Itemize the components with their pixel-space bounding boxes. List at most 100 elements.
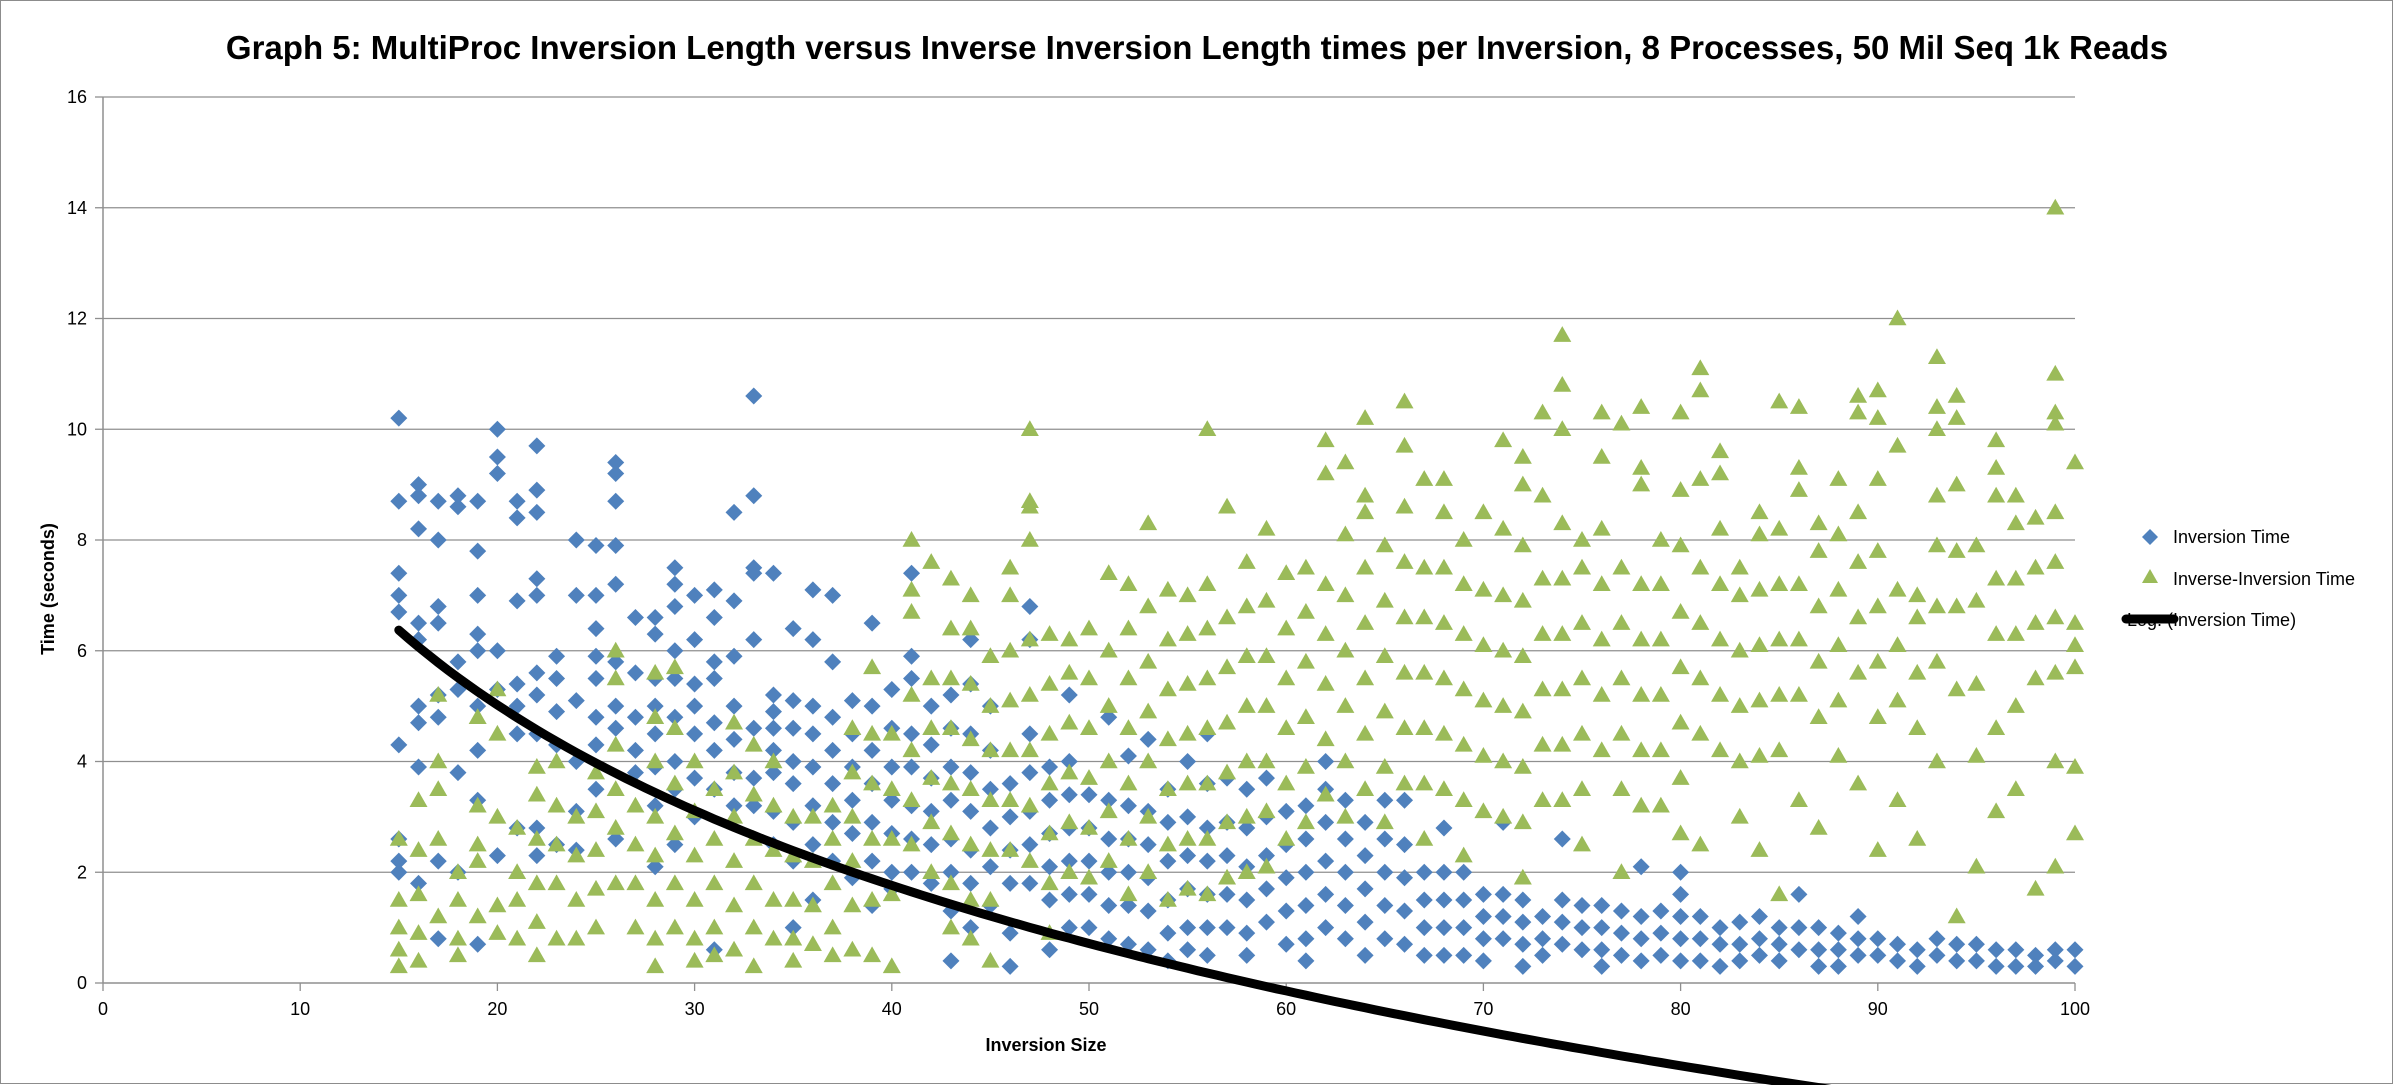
data-point-inverse-inversion-time (1434, 669, 1453, 686)
data-point-inverse-inversion-time (1553, 514, 1572, 531)
data-point-inversion-time (1179, 919, 1197, 937)
data-point-inverse-inversion-time (527, 785, 546, 802)
data-point-inverse-inversion-time (1592, 519, 1611, 536)
data-point-inverse-inversion-time (1237, 553, 1256, 569)
data-point-inverse-inversion-time (1868, 381, 1887, 398)
data-point-inverse-inversion-time (902, 580, 921, 597)
data-point-inversion-time (1672, 952, 1690, 970)
data-point-inversion-time (764, 719, 782, 737)
data-point-inverse-inversion-time (1967, 746, 1986, 763)
data-point-inverse-inversion-time (1020, 497, 1039, 514)
data-point-inversion-time (824, 775, 842, 793)
data-point-inverse-inversion-time (1849, 608, 1868, 625)
data-point-inverse-inversion-time (1020, 630, 1039, 647)
data-point-inversion-time (1317, 813, 1335, 831)
data-point-inverse-inversion-time (1750, 636, 1769, 652)
data-point-inverse-inversion-time (1001, 841, 1020, 857)
x-axis-title: Inversion Size (985, 1035, 1106, 1055)
data-point-inversion-time (607, 453, 625, 471)
data-point-inverse-inversion-time (1553, 625, 1572, 641)
data-point-inverse-inversion-time (744, 874, 763, 891)
data-point-inverse-inversion-time (1927, 420, 1946, 436)
data-point-inverse-inversion-time (1691, 381, 1710, 398)
data-point-inverse-inversion-time (843, 940, 862, 957)
data-point-inversion-time (1553, 830, 1571, 848)
data-point-inverse-inversion-time (1592, 630, 1611, 647)
data-point-inverse-inversion-time (843, 807, 862, 824)
data-point-inversion-time (1435, 919, 1453, 937)
data-point-inversion-time (390, 603, 408, 621)
data-point-inversion-time (469, 642, 487, 660)
data-point-inverse-inversion-time (1789, 630, 1808, 647)
chart-title: Graph 5: MultiProc Inversion Length vers… (226, 29, 2168, 66)
data-point-inversion-time (1041, 791, 1059, 809)
data-point-inverse-inversion-time (1513, 647, 1532, 664)
data-point-inverse-inversion-time (587, 763, 605, 780)
data-point-inverse-inversion-time (1888, 636, 1907, 652)
y-tick-label: 6 (77, 641, 87, 661)
data-point-inversion-time (1238, 924, 1256, 942)
data-point-inverse-inversion-time (1691, 359, 1710, 376)
data-point-inversion-time (745, 769, 763, 787)
data-point-inversion-time (429, 531, 447, 549)
data-point-inverse-inversion-time (1711, 464, 1730, 481)
x-tick-label: 90 (1868, 999, 1888, 1019)
data-point-inversion-time (607, 697, 625, 715)
data-point-inverse-inversion-time (606, 874, 625, 891)
data-point-inverse-inversion-time (784, 929, 803, 946)
data-point-inverse-inversion-time (567, 846, 586, 863)
data-point-inverse-inversion-time (1474, 802, 1493, 819)
data-point-inverse-inversion-time (547, 835, 566, 852)
data-point-inverse-inversion-time (1395, 392, 1414, 409)
data-point-inversion-time (1534, 930, 1552, 948)
data-point-inverse-inversion-time (1434, 503, 1453, 520)
data-point-inversion-time (745, 719, 763, 737)
data-point-inverse-inversion-time (1218, 497, 1237, 514)
data-point-inverse-inversion-time (448, 929, 467, 946)
data-point-inversion-time (725, 503, 743, 521)
data-point-inversion-time (429, 852, 447, 870)
data-point-inverse-inversion-time (981, 791, 1000, 808)
data-point-inverse-inversion-time (1809, 542, 1828, 558)
data-point-inversion-time (666, 559, 684, 577)
data-point-inverse-inversion-time (1060, 813, 1079, 830)
data-point-inversion-time (2027, 946, 2045, 964)
data-point-inversion-time (1435, 891, 1453, 909)
data-point-inversion-time (804, 581, 822, 599)
data-point-inverse-inversion-time (1356, 409, 1375, 425)
data-point-inversion-time (1297, 797, 1315, 815)
data-point-inverse-inversion-time (2066, 824, 2084, 841)
data-point-inversion-time (1612, 946, 1630, 964)
data-point-inversion-time (804, 697, 822, 715)
data-point-inverse-inversion-time (1809, 652, 1828, 669)
data-point-inverse-inversion-time (1612, 669, 1631, 686)
data-point-inverse-inversion-time (1651, 796, 1670, 813)
data-point-inverse-inversion-time (1316, 625, 1335, 641)
data-point-inverse-inversion-time (1750, 580, 1769, 597)
data-point-inversion-time (528, 570, 546, 588)
data-point-inversion-time (607, 492, 625, 510)
data-point-inverse-inversion-time (1868, 841, 1887, 857)
data-point-inverse-inversion-time (1513, 591, 1532, 608)
data-point-inverse-inversion-time (1651, 741, 1670, 758)
data-point-inverse-inversion-time (606, 669, 625, 686)
data-point-inverse-inversion-time (1711, 519, 1730, 536)
data-point-inversion-time (626, 741, 644, 759)
data-point-inverse-inversion-time (1632, 796, 1651, 813)
data-point-inverse-inversion-time (1099, 802, 1118, 819)
data-point-inversion-time (1672, 885, 1690, 903)
data-point-inverse-inversion-time (902, 686, 921, 702)
data-point-inversion-time (488, 847, 506, 865)
data-point-inversion-time (567, 586, 585, 604)
data-point-inverse-inversion-time (1474, 580, 1493, 597)
data-point-inversion-time (2007, 941, 2025, 959)
data-point-inversion-time (528, 481, 546, 499)
data-point-inverse-inversion-time (468, 796, 487, 813)
data-point-inverse-inversion-time (2046, 403, 2065, 420)
data-point-inversion-time (587, 537, 605, 555)
data-point-inverse-inversion-time (863, 658, 882, 675)
data-point-inverse-inversion-time (961, 929, 980, 946)
data-point-inverse-inversion-time (1987, 459, 2006, 475)
data-point-inverse-inversion-time (1218, 608, 1237, 625)
data-point-inversion-time (646, 609, 664, 627)
